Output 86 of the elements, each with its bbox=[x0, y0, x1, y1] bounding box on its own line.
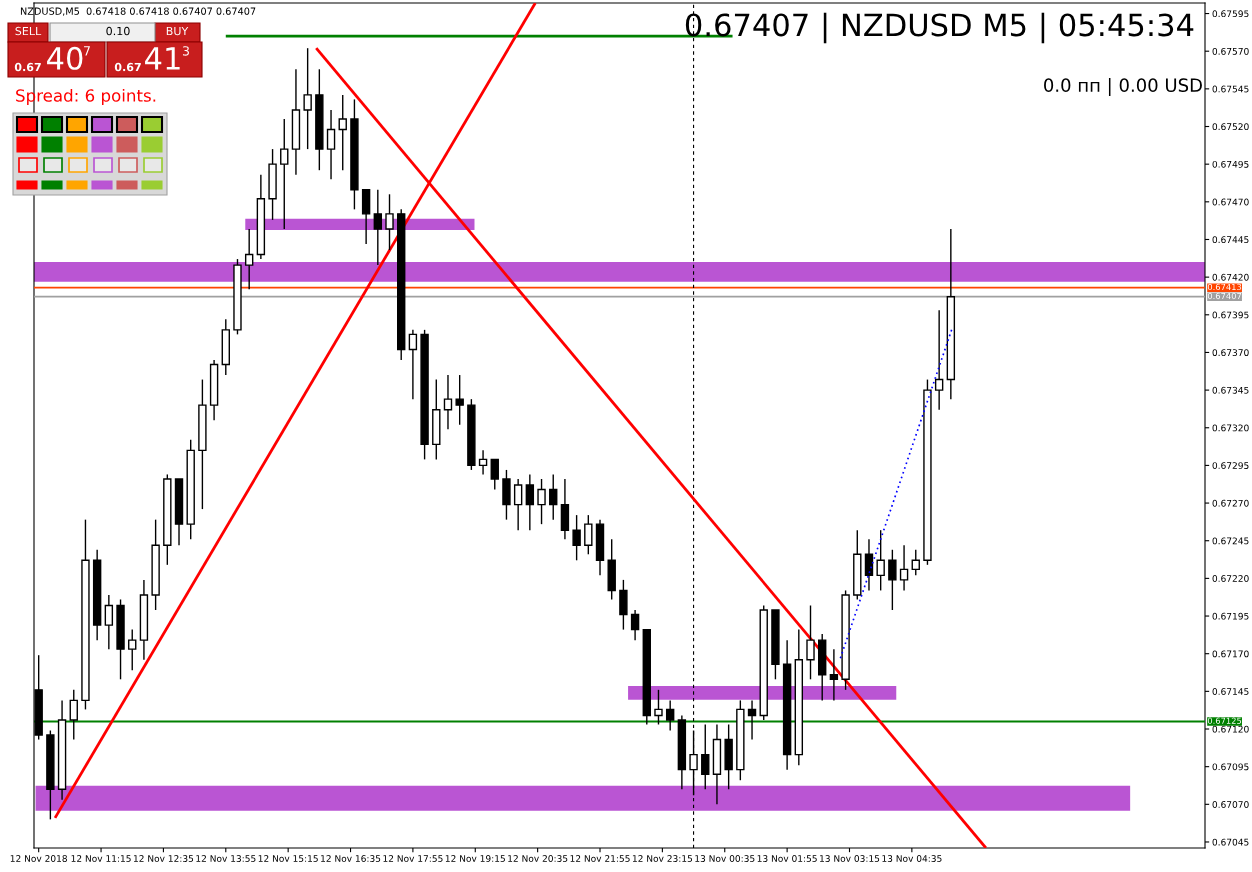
candlestick bbox=[876, 529, 885, 592]
x-tick-label: 13 Nov 01:55 bbox=[757, 855, 817, 862]
candlestick bbox=[385, 193, 394, 251]
candlestick bbox=[478, 449, 488, 476]
annotation: BUY bbox=[166, 26, 189, 36]
candlestick bbox=[911, 549, 920, 577]
y-tick-label: 0.67145 bbox=[1212, 688, 1249, 695]
candlestick bbox=[747, 699, 757, 741]
y-tick-label: 0.67420 bbox=[1212, 273, 1249, 281]
y-tick-label: 0.67495 bbox=[1212, 160, 1249, 168]
ref-line-label: 0.67407 bbox=[1207, 292, 1242, 300]
candlestick bbox=[584, 514, 593, 555]
candlestick bbox=[864, 538, 874, 592]
candlestick bbox=[537, 478, 546, 525]
candlestick bbox=[829, 648, 839, 702]
x-tick-label: 12 Nov 15:15 bbox=[258, 855, 318, 862]
x-tick-label: 12 Nov 12:35 bbox=[133, 855, 194, 862]
x-tick-label: 12 Nov 19:15 bbox=[445, 855, 505, 862]
y-tick-label: 0.67445 bbox=[1212, 236, 1249, 244]
candlestick bbox=[665, 699, 675, 732]
x-tick-label: 12 Nov 23:15 bbox=[632, 855, 693, 862]
x-tick-label: 12 Nov 20:35 bbox=[508, 855, 568, 862]
y-tick-label: 0.67195 bbox=[1212, 612, 1249, 620]
annotation: 0.10 bbox=[106, 26, 130, 36]
candlestick bbox=[326, 109, 336, 180]
candlestick bbox=[630, 609, 640, 641]
candlestick bbox=[303, 47, 312, 150]
y-tick-label: 0.67320 bbox=[1212, 424, 1249, 432]
y-tick-label: 0.67345 bbox=[1212, 386, 1249, 394]
y-tick-label: 0.67120 bbox=[1212, 725, 1249, 733]
y-tick-label: 0.67520 bbox=[1212, 123, 1249, 131]
y-tick-label: 0.67220 bbox=[1212, 575, 1249, 582]
x-tick-label: 12 Nov 2018 bbox=[10, 855, 67, 862]
y-tick-label: 0.67395 bbox=[1212, 311, 1249, 319]
candlestick bbox=[525, 473, 535, 531]
candlestick bbox=[513, 478, 523, 531]
y-tick-label: 0.67545 bbox=[1212, 85, 1249, 93]
y-tick-label: 0.67070 bbox=[1212, 801, 1249, 808]
y-tick-label: 0.67095 bbox=[1212, 763, 1249, 771]
candlestick bbox=[69, 689, 78, 741]
y-tick-label: 0.67595 bbox=[1212, 10, 1249, 18]
candlestick bbox=[373, 189, 383, 266]
y-tick-label: 0.67570 bbox=[1212, 47, 1249, 55]
x-tick-label: 12 Nov 17:55 bbox=[383, 855, 443, 862]
x-tick-label: 12 Nov 21:55 bbox=[570, 855, 630, 862]
candlestick bbox=[490, 458, 499, 491]
candlestick bbox=[888, 549, 897, 611]
y-tick-label: 0.67045 bbox=[1212, 838, 1249, 846]
y-tick-label: 0.67270 bbox=[1212, 499, 1249, 507]
x-tick-label: 13 Nov 04:35 bbox=[882, 855, 942, 862]
candlestick bbox=[934, 309, 944, 411]
candlestick bbox=[654, 689, 663, 726]
annotation: 41 bbox=[145, 47, 180, 70]
candlestick bbox=[280, 118, 289, 230]
candlestick bbox=[443, 374, 453, 430]
candlestick bbox=[244, 228, 254, 290]
candlestick bbox=[455, 374, 464, 426]
candlestick bbox=[572, 514, 581, 562]
y-tick-label: 0.67170 bbox=[1212, 650, 1249, 658]
x-tick-label: 12 Nov 11:15 bbox=[71, 855, 131, 862]
y-tick-label: 0.67295 bbox=[1212, 462, 1249, 469]
x-tick-label: 13 Nov 00:35 bbox=[695, 855, 755, 862]
candlestick bbox=[806, 604, 815, 680]
x-tick-label: 13 Nov 03:15 bbox=[820, 855, 880, 862]
annotation: SELL bbox=[15, 26, 42, 36]
annotation: 0.67 bbox=[114, 62, 141, 72]
x-tick-label: 12 Nov 16:35 bbox=[321, 855, 381, 862]
annotation: 3 bbox=[182, 46, 189, 56]
y-tick-label: 0.67470 bbox=[1212, 198, 1249, 206]
candlestick bbox=[899, 544, 909, 592]
annotation: 0.0 пп | 0.00 USD bbox=[1044, 77, 1202, 97]
annotation: 7 bbox=[84, 46, 90, 56]
candlestick bbox=[701, 723, 710, 790]
annotation: 0.67407 | NZDUSD M5 | 05:45:34 bbox=[685, 12, 1194, 44]
y-tick-label: 0.67370 bbox=[1212, 349, 1249, 357]
candlestick bbox=[549, 473, 558, 521]
y-tick-label: 0.67245 bbox=[1212, 537, 1249, 545]
candlestick bbox=[338, 94, 347, 171]
annotation: 0.67 bbox=[14, 62, 41, 72]
ref-line-label: 0.67413 bbox=[1207, 283, 1242, 291]
annotation: 40 bbox=[47, 46, 83, 70]
x-tick-label: 12 Nov 13:55 bbox=[196, 855, 256, 862]
candlestick bbox=[104, 594, 114, 650]
candlestick bbox=[128, 628, 137, 671]
ref-line-label: 0.67125 bbox=[1207, 717, 1242, 724]
candlestick bbox=[408, 329, 418, 400]
